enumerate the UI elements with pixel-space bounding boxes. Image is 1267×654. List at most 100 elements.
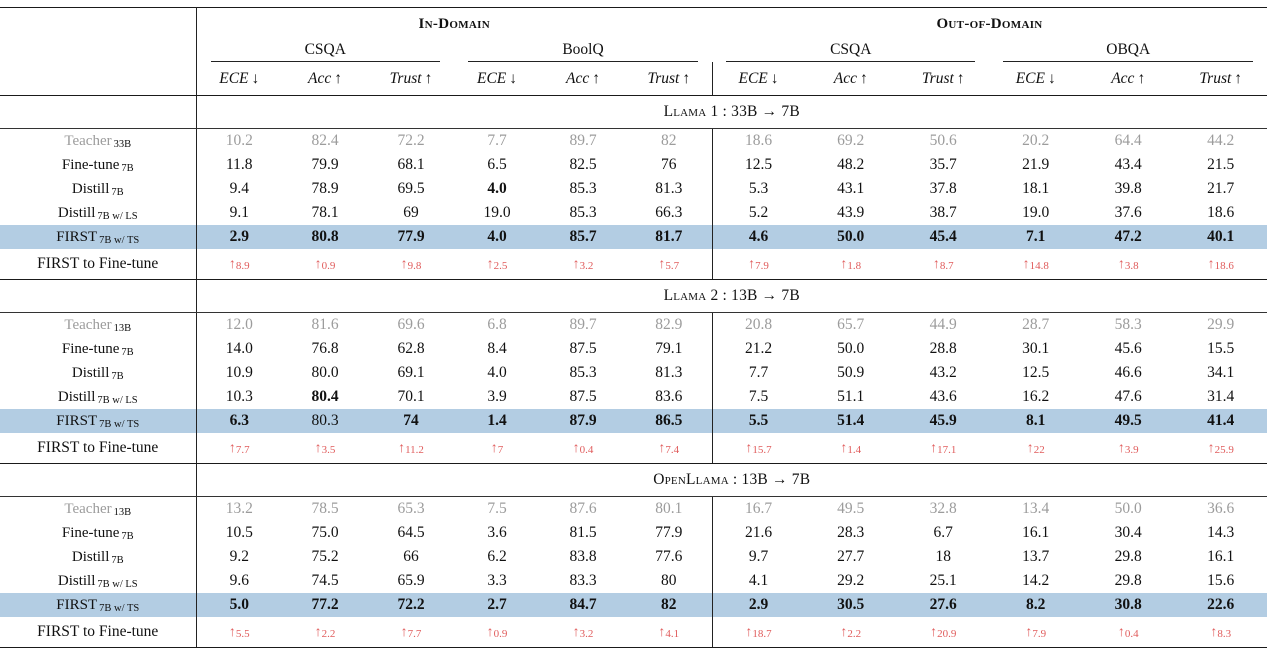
domain-header: Out-of-Domain <box>936 16 1043 32</box>
delta-cell: ↑0.9 <box>454 617 540 648</box>
row-label-subscript: 7B w/ LS <box>97 210 138 222</box>
row-label: Distill 7B w/ LS <box>0 201 197 225</box>
section-title: OpenLlama : 13B → 7B <box>196 463 1267 497</box>
delta-cell: ↑18.6 <box>1174 249 1267 280</box>
up-arrow-icon: ↑ <box>334 69 342 87</box>
value-cell: 83.6 <box>655 388 683 405</box>
value-cell: 87.5 <box>569 388 597 405</box>
delta-value: 15.7 <box>752 444 772 456</box>
row-label: Distill 7B <box>0 545 197 569</box>
delta-cell: ↑0.4 <box>540 433 626 464</box>
value-cell: 22.6 <box>1174 593 1267 617</box>
value-cell: 27.7 <box>837 548 865 565</box>
delta-value: 25.9 <box>1214 444 1234 456</box>
metric-header: Trust ↑ <box>368 62 454 96</box>
row-label-subscript: 7B w/ LS <box>97 578 138 590</box>
up-arrow-icon: ↑ <box>1234 69 1243 87</box>
row-label-text: Distill <box>57 388 96 405</box>
delta-value: 5.7 <box>665 260 680 272</box>
value-cell: 78.9 <box>311 180 339 197</box>
value-cell: 21.7 <box>1207 180 1235 197</box>
value-cell: 6.8 <box>487 316 507 333</box>
row-label: Fine-tune 7B <box>0 521 197 545</box>
up-arrow-icon: ↑ <box>658 257 666 272</box>
value-cell: 16.7 <box>711 496 805 521</box>
results-table: In-Domain Out-of-Domain CSQA BoolQ CSQA OBQA E… <box>0 7 1267 648</box>
dataset-header: CSQA <box>726 41 976 62</box>
value-cell: 83.8 <box>569 548 597 565</box>
value-cell: 81.3 <box>655 364 683 381</box>
metric-name: Trust <box>389 69 422 87</box>
value-cell: 77.9 <box>368 225 454 249</box>
table-row: Distill 7B w/ LS 9.6 74.5 65.9 3.3 83.3 80 4.1 29… <box>0 569 1267 593</box>
row-label: Distill 7B <box>0 361 197 385</box>
value-cell: 65.3 <box>397 500 425 517</box>
delta-value: 1.8 <box>847 260 862 272</box>
value-cell: 81.7 <box>626 225 713 249</box>
table-row: FIRST to Fine-tune ↑7.7 ↑3.5 ↑11.2 ↑7 ↑0.4 ↑7.… <box>0 433 1267 464</box>
value-cell: 41.4 <box>1174 409 1267 433</box>
metric-header: ECE ↓ <box>989 62 1082 96</box>
value-cell: 5.0 <box>196 593 282 617</box>
up-arrow-icon: ↑ <box>745 625 753 640</box>
metric-name: Acc <box>566 69 590 87</box>
up-arrow-icon: ↑ <box>486 625 494 640</box>
delta-value: 2.2 <box>847 628 862 640</box>
domain-header: In-Domain <box>418 16 490 32</box>
delta-value: 20.9 <box>937 628 957 640</box>
metric-name: ECE <box>476 69 507 87</box>
up-arrow-icon: ↑ <box>956 69 965 87</box>
value-cell: 64.5 <box>397 524 425 541</box>
table-row: FIRST to Fine-tune ↑8.9 ↑0.9 ↑9.8 ↑2.5 ↑3.2 ↑5… <box>0 249 1267 280</box>
value-cell: 13.2 <box>225 500 253 517</box>
up-arrow-icon: ↑ <box>1026 441 1034 456</box>
value-cell: 81.5 <box>569 524 597 541</box>
up-arrow-icon: ↑ <box>228 441 236 456</box>
value-cell: 77.2 <box>282 593 368 617</box>
dataset-header-cell: CSQA <box>712 33 989 62</box>
delta-value: 14.8 <box>1029 260 1049 272</box>
value-cell: 65.9 <box>397 572 425 589</box>
value-cell: 68.1 <box>397 156 425 173</box>
table-row: FIRST 7B w/ TS 6.3 80.3 74 1.4 87.9 86.5 5.5 51.4… <box>0 409 1267 433</box>
value-cell: 89.7 <box>569 132 597 149</box>
up-arrow-icon: ↑ <box>840 441 848 456</box>
delta-value: 2.5 <box>493 260 508 272</box>
value-cell: 12.0 <box>225 316 253 333</box>
value-cell: 43.4 <box>1114 156 1142 173</box>
value-cell: 44.2 <box>1207 132 1235 149</box>
dataset-header-cell: BoolQ <box>454 33 712 62</box>
metric-name: Trust <box>1199 69 1232 87</box>
delta-value: 8.3 <box>1217 628 1232 640</box>
value-cell: 65.7 <box>837 316 865 333</box>
value-cell: 28.3 <box>837 524 865 541</box>
value-cell: 48.2 <box>837 156 865 173</box>
value-cell: 28.8 <box>929 340 957 357</box>
delta-value: 3.2 <box>579 260 594 272</box>
up-arrow-icon: ↑ <box>682 69 691 87</box>
value-cell: 76.8 <box>311 340 339 357</box>
delta-value: 17.1 <box>937 444 957 456</box>
row-label-subscript: 33B <box>113 138 132 150</box>
value-cell: 8.1 <box>989 409 1082 433</box>
table-row: Distill 7B 9.2 75.2 66 6.2 83.8 77.6 9.7 27.7 18 13… <box>0 545 1267 569</box>
row-label: Distill 7B w/ LS <box>0 385 197 409</box>
value-cell: 80.1 <box>655 500 683 517</box>
corner-cell <box>0 7 197 33</box>
row-label-subscript: 13B <box>113 506 132 518</box>
value-cell: 79.1 <box>655 340 683 357</box>
up-arrow-icon: ↑ <box>400 257 408 272</box>
row-label: FIRST to Fine-tune <box>0 617 197 648</box>
down-arrow-icon: ↓ <box>770 69 779 87</box>
value-cell: 82.5 <box>569 156 597 173</box>
value-cell: 18 <box>935 548 951 565</box>
corner-cell <box>0 95 197 129</box>
delta-cell: ↑3.5 <box>282 433 368 464</box>
up-arrow-icon: ↑ <box>930 441 938 456</box>
row-label: Teacher 33B <box>0 128 197 153</box>
delta-value: 11.2 <box>405 444 424 456</box>
delta-cell: ↑3.9 <box>1081 433 1175 464</box>
value-cell: 45.6 <box>1114 340 1142 357</box>
value-cell: 3.3 <box>487 572 507 589</box>
metric-header: Acc ↑ <box>1081 62 1175 96</box>
